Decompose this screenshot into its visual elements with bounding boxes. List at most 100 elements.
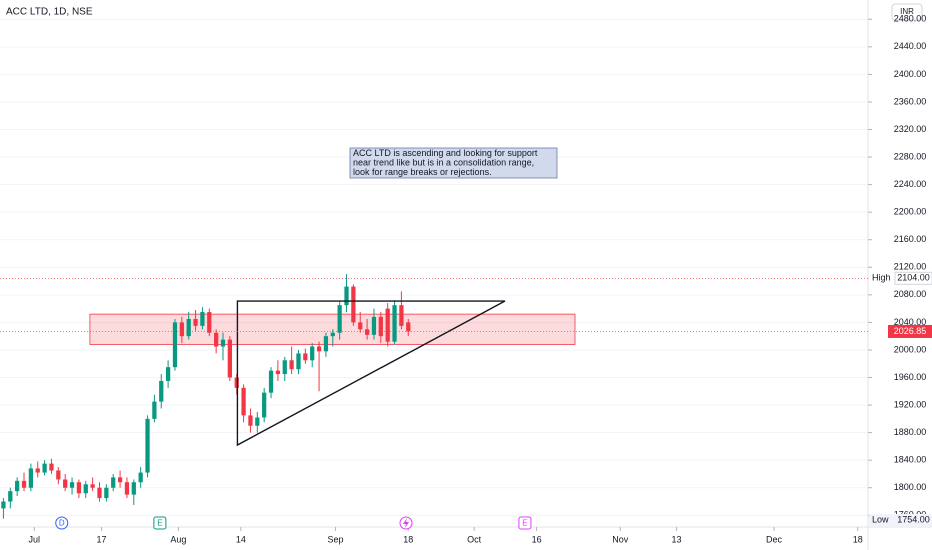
candle-body (310, 346, 315, 361)
candle-body (69, 482, 75, 488)
candle-body (111, 477, 116, 488)
event-label: E (157, 519, 162, 528)
candle-body (344, 286, 349, 306)
candle-body (21, 480, 27, 488)
candle-body (56, 470, 61, 480)
candle-body (378, 316, 383, 337)
candle-body (200, 312, 205, 326)
candle-body (358, 322, 363, 330)
candle-body (220, 339, 226, 347)
candle-body (289, 360, 294, 370)
y-tick-label: 1920.00 (894, 399, 927, 409)
x-tick-label: Sep (328, 534, 344, 544)
candle-body (159, 380, 164, 402)
candle-body (248, 415, 253, 426)
candle-body (124, 482, 130, 495)
candle-body (90, 484, 95, 488)
candle-body (371, 316, 377, 335)
candle-body (255, 417, 260, 426)
x-tick-label: 14 (236, 534, 246, 544)
y-tick-label: 2360.00 (894, 96, 927, 106)
candle-body (399, 305, 404, 326)
candle-body (241, 387, 246, 416)
candle-body (337, 305, 342, 333)
event-label: D (59, 519, 65, 528)
y-tick-label: 2240.00 (894, 179, 927, 189)
candle-body (268, 370, 274, 393)
y-tick-label: 2440.00 (894, 41, 927, 51)
candle-body (275, 370, 281, 375)
x-tick-label: Dec (766, 534, 783, 544)
candle-body (323, 336, 329, 352)
annotation-text: near trend like but is in a consolidatio… (353, 157, 534, 167)
candle-body (227, 339, 232, 378)
candle-body (179, 322, 184, 337)
candle-body (76, 482, 82, 494)
candle-body (152, 401, 157, 419)
candle-body (49, 463, 54, 471)
candle-body (165, 367, 171, 381)
x-tick-label: 13 (672, 534, 682, 544)
candle-body (296, 353, 301, 370)
candle-body (330, 332, 335, 337)
candle-body (316, 346, 322, 352)
y-tick-label: 2320.00 (894, 124, 927, 134)
triangle-pattern (236, 300, 506, 447)
candle-body (145, 418, 150, 473)
y-tick-label: 2000.00 (894, 344, 927, 354)
annotation-box (349, 147, 558, 179)
candle-body (8, 491, 13, 502)
candle-body (35, 468, 40, 473)
candle-body (282, 360, 287, 375)
currency-button[interactable] (891, 3, 923, 21)
candle-body (1, 501, 6, 509)
y-tick-label: 2400.00 (894, 69, 927, 79)
x-tick-label: Oct (467, 534, 482, 544)
last-price-box (888, 324, 932, 338)
candle-body (207, 312, 212, 333)
high-value-box (894, 271, 932, 285)
last-price-label: 2026.85 (894, 326, 927, 336)
candle-body (186, 318, 191, 337)
candle-body (97, 487, 102, 499)
event-icon (55, 516, 69, 530)
candle-body (303, 353, 308, 361)
high-label: High (872, 273, 891, 283)
y-tick-label: 2080.00 (894, 289, 927, 299)
chart-title: ACC LTD, 1D, NSE (6, 7, 93, 18)
y-tick-label: 1800.00 (894, 482, 927, 492)
candle-body (364, 329, 370, 335)
candle-body (63, 479, 68, 488)
x-tick-label: 18 (403, 534, 413, 544)
y-tick-label: 2280.00 (894, 151, 927, 161)
annotation-text: look for range breaks or rejections. (353, 167, 492, 177)
x-tick-label: 18 (853, 534, 863, 544)
event-icon (403, 518, 409, 528)
candle-body (172, 322, 178, 368)
candle-body (42, 463, 47, 473)
candle-body (214, 332, 219, 347)
candle-body (138, 472, 143, 483)
low-value: 1754.00 (897, 514, 930, 524)
candle-body (351, 286, 356, 323)
candle-body (193, 318, 198, 326)
y-tick-label: 2480.00 (894, 14, 927, 24)
candle-body (392, 305, 397, 342)
x-tick-label: Nov (612, 534, 629, 544)
high-value: 2104.00 (897, 273, 930, 283)
candle-body (131, 482, 136, 495)
x-tick-label: Aug (170, 534, 186, 544)
low-label: Low (872, 514, 889, 524)
currency-label[interactable]: INR (900, 7, 914, 16)
y-tick-label: 2160.00 (894, 234, 927, 244)
x-tick-label: Jul (29, 534, 41, 544)
candle-body (28, 468, 34, 488)
low-label-box (869, 514, 932, 526)
event-icon (518, 516, 532, 530)
candle-body (15, 480, 20, 492)
y-tick-label: 2040.00 (894, 317, 927, 327)
annotation-text: ACC LTD is ascending and looking for sup… (353, 148, 538, 158)
event-label: E (522, 519, 527, 528)
y-tick-label: 2120.00 (894, 262, 927, 272)
